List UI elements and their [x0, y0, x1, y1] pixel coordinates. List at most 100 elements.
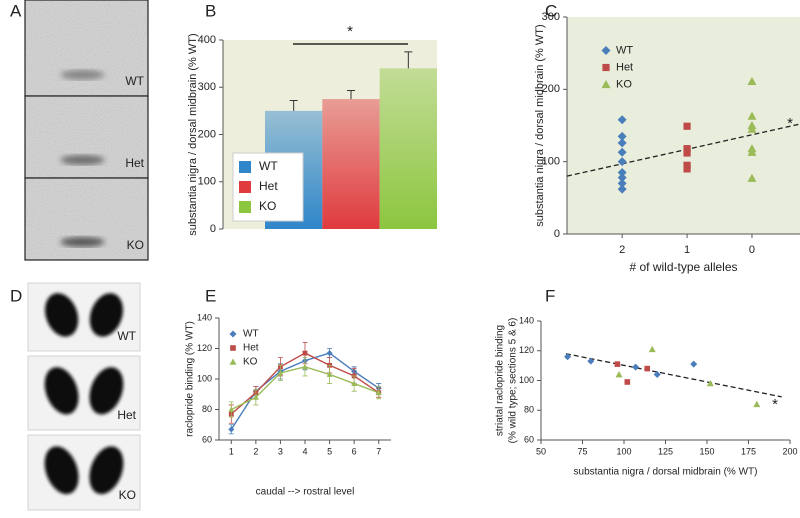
x-tick-label: 75 — [577, 446, 587, 456]
y-tick-label: 80 — [202, 404, 212, 414]
legend-swatch — [239, 161, 251, 173]
point — [326, 371, 333, 377]
point — [252, 394, 259, 400]
bar — [322, 99, 380, 229]
signal — [60, 236, 105, 247]
point — [747, 173, 757, 182]
image-label: Het — [117, 408, 136, 422]
image-label: WT — [125, 74, 144, 88]
point — [690, 360, 698, 368]
point — [753, 400, 761, 408]
legend-label: Het — [259, 179, 278, 193]
y-axis-label: substantia nigra / dorsal midbrain (% WT… — [534, 24, 546, 226]
y-tick-label: 80 — [524, 405, 534, 415]
point — [228, 406, 235, 412]
point — [326, 350, 333, 357]
y-tick-label: 100 — [197, 373, 212, 383]
point — [706, 379, 714, 387]
legend-marker — [601, 46, 611, 55]
y-tick-label: 300 — [198, 81, 216, 93]
x-tick-label: 0 — [749, 244, 755, 256]
y-tick-label: 300 — [542, 11, 560, 23]
point — [617, 184, 627, 194]
image-label: WT — [117, 329, 136, 343]
x-axis-label: # of wild-type alleles — [629, 260, 737, 274]
point — [617, 138, 627, 148]
point — [617, 131, 627, 141]
panel-letter: C — [545, 1, 557, 20]
legend-label: KO — [616, 78, 632, 90]
point — [644, 365, 651, 372]
point — [587, 357, 595, 365]
point — [375, 389, 382, 396]
legend-label: KO — [259, 199, 276, 213]
legend-marker — [229, 358, 237, 365]
point — [683, 165, 691, 173]
error-bar — [404, 51, 413, 69]
y-tick-label: 140 — [197, 312, 212, 322]
striatum-signal — [89, 367, 124, 415]
point — [615, 371, 623, 378]
panel-letter: D — [10, 286, 22, 305]
error-bar — [347, 90, 355, 100]
significance-marker: * — [772, 396, 778, 413]
image-border — [24, 177, 149, 261]
y-tick-label: 0 — [554, 228, 560, 240]
x-tick-label: 50 — [536, 446, 546, 456]
point — [277, 369, 284, 376]
point — [228, 426, 235, 433]
point — [683, 149, 691, 157]
point — [648, 345, 656, 353]
legend-label: WT — [243, 329, 259, 340]
striatum-signal — [89, 293, 124, 337]
image-label: KO — [127, 238, 144, 252]
image-label: Het — [125, 156, 144, 170]
panel-letter: B — [205, 1, 216, 20]
legend-swatch — [239, 201, 251, 213]
point — [614, 361, 621, 367]
x-axis-label: substantia nigra / dorsal midbrain (% WT… — [574, 467, 758, 478]
y-tick-label: 60 — [202, 434, 212, 444]
panel-letter: F — [545, 286, 555, 305]
legend-marker — [602, 63, 610, 72]
y-tick-label: 400 — [198, 34, 216, 46]
legend-label: WT — [259, 159, 278, 173]
y-tick-label: 100 — [542, 156, 560, 168]
legend-label: WT — [616, 44, 633, 56]
y-tick-label: 0 — [210, 223, 216, 235]
x-tick-label: 100 — [616, 446, 631, 456]
point — [624, 379, 631, 385]
y-tick-label: 140 — [519, 315, 534, 325]
striatum-signal — [44, 293, 79, 337]
panel-letter: A — [10, 1, 22, 20]
y-tick-label: 200 — [198, 128, 216, 140]
x-axis-label: caudal --> rostral level — [256, 487, 355, 498]
point — [564, 353, 572, 361]
point — [747, 76, 757, 85]
legend-marker — [601, 80, 611, 89]
point — [653, 371, 661, 379]
point — [747, 147, 757, 156]
legend-label: KO — [243, 357, 258, 368]
image-label: KO — [119, 488, 136, 502]
point — [617, 157, 627, 167]
autoradiograph-noise — [25, 0, 148, 96]
point — [617, 168, 627, 178]
point — [617, 173, 627, 183]
point — [617, 115, 627, 125]
point — [683, 122, 691, 130]
point — [617, 178, 627, 188]
y-tick-label: 200 — [542, 83, 560, 95]
significance-marker: * — [347, 23, 353, 40]
x-tick-label: 1 — [229, 446, 234, 456]
y-axis-label: raclopride binding (% WT) — [185, 321, 196, 437]
legend-marker — [229, 330, 237, 338]
x-tick-label: 2 — [253, 446, 258, 456]
bar — [379, 68, 437, 229]
legend-label: Het — [243, 343, 259, 354]
striatum-signal — [89, 446, 124, 495]
striatum-signal — [44, 446, 79, 495]
x-tick-label: 3 — [278, 446, 283, 456]
signal — [60, 154, 105, 165]
